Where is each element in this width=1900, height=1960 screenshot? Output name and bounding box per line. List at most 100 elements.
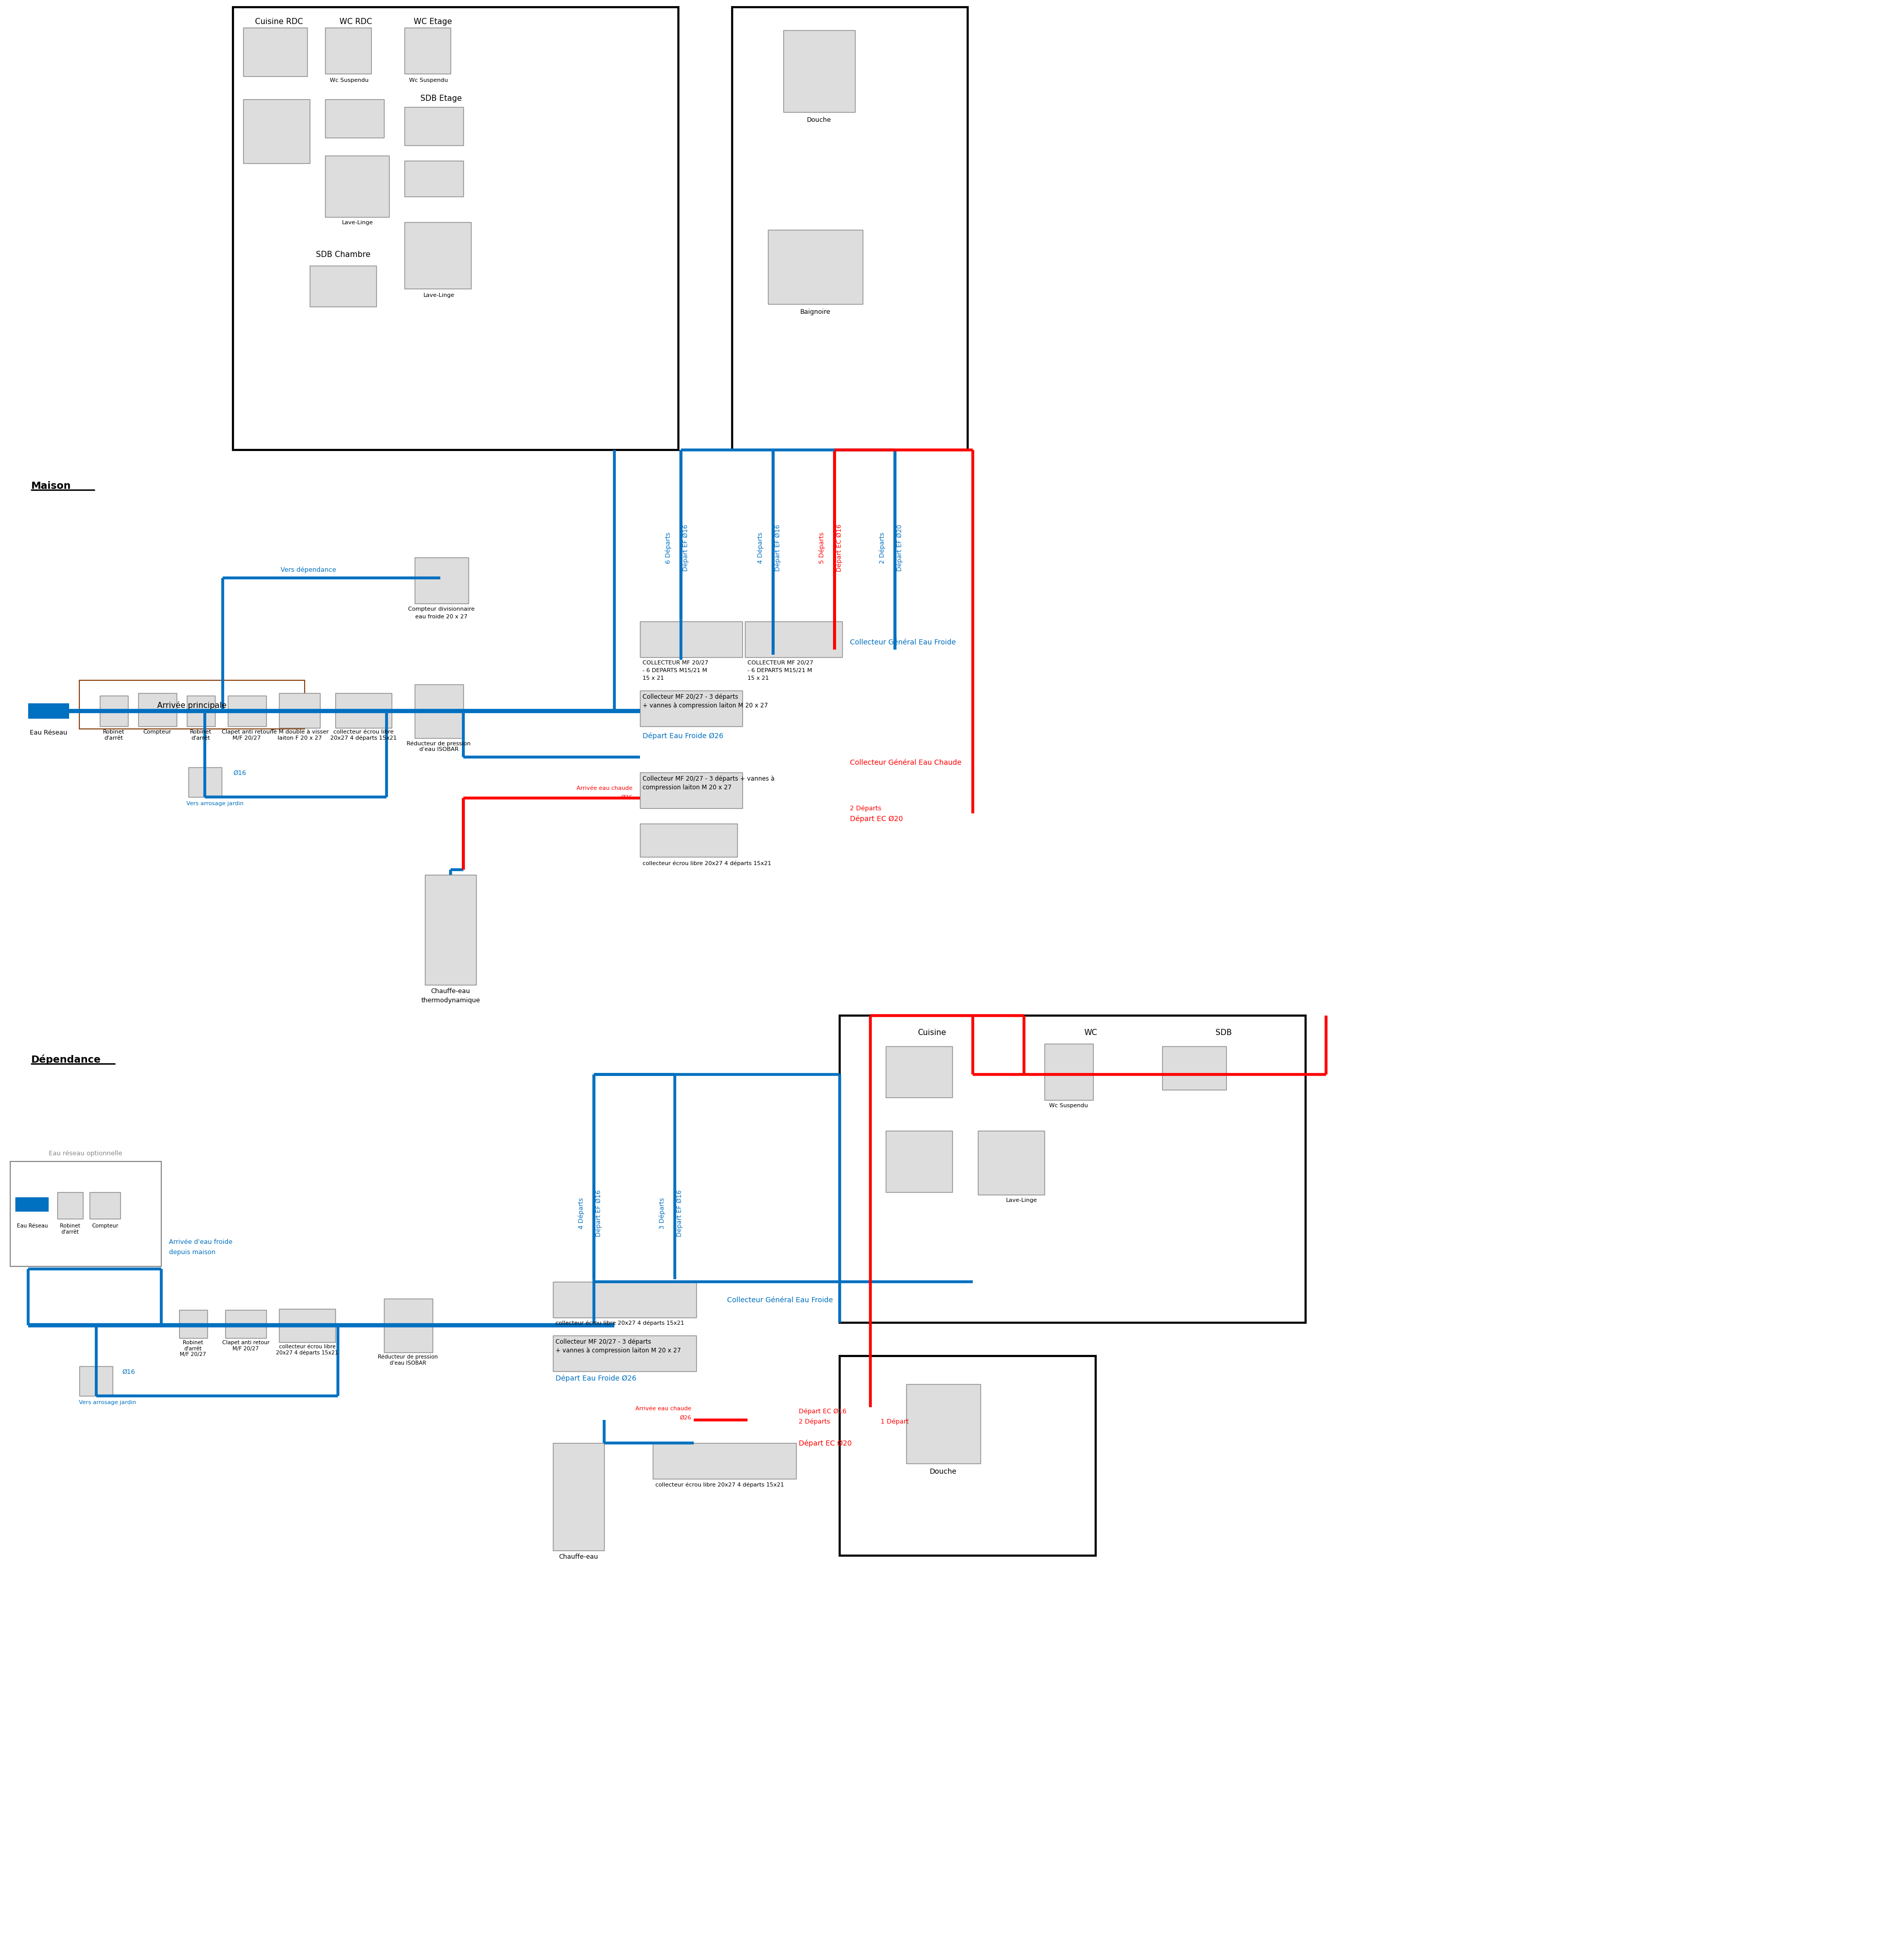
- Text: collecteur écrou libre
20x27 4 départs 15x21: collecteur écrou libre 20x27 4 départs 1…: [331, 729, 397, 741]
- Text: Ø26: Ø26: [621, 794, 633, 800]
- Bar: [745, 621, 842, 659]
- Text: collecteur écrou libre
20x27 4 départs 15x21: collecteur écrou libre 20x27 4 départs 1…: [276, 1345, 338, 1354]
- Bar: [28, 704, 68, 719]
- Text: collecteur écrou libre 20x27 4 départs 15x21: collecteur écrou libre 20x27 4 départs 1…: [555, 1321, 684, 1325]
- Text: Robinet
d'arrêt
M/F 20/27: Robinet d'arrêt M/F 20/27: [181, 1341, 205, 1356]
- Bar: [80, 1366, 112, 1396]
- Bar: [1163, 1047, 1226, 1090]
- Bar: [384, 1299, 433, 1352]
- Text: 4 Départs: 4 Départs: [756, 531, 764, 563]
- Bar: [310, 267, 376, 308]
- Bar: [405, 108, 464, 145]
- Bar: [405, 223, 471, 290]
- Bar: [186, 696, 215, 727]
- Bar: [139, 694, 177, 727]
- Text: Ø26: Ø26: [680, 1415, 692, 1421]
- Text: Maison: Maison: [30, 480, 70, 490]
- Text: Robinet
d'arrêt: Robinet d'arrêt: [190, 729, 211, 741]
- Text: Vers arrosage jardin: Vers arrosage jardin: [80, 1399, 137, 1405]
- Text: Départ EF Ø16: Départ EF Ø16: [775, 523, 781, 570]
- Bar: [325, 157, 389, 218]
- Text: Départ EC Ø20: Départ EC Ø20: [849, 815, 902, 823]
- Bar: [325, 100, 384, 137]
- Text: Douche: Douche: [808, 118, 830, 123]
- Text: Collecteur MF 20/27 - 3 départs: Collecteur MF 20/27 - 3 départs: [642, 694, 737, 700]
- Text: Compteur: Compteur: [142, 729, 171, 735]
- Text: 2 Départs: 2 Départs: [880, 531, 885, 563]
- Text: Wc Suspendu: Wc Suspendu: [1049, 1103, 1087, 1107]
- Text: Réducteur de pression
d'eau ISOBAR: Réducteur de pression d'eau ISOBAR: [407, 741, 471, 753]
- Bar: [414, 559, 467, 604]
- Text: Départ EF Ø16: Départ EF Ø16: [676, 1190, 682, 1237]
- Bar: [652, 1443, 796, 1480]
- Text: thermodynamique: thermodynamique: [422, 998, 481, 1004]
- Text: 4 Départs: 4 Départs: [578, 1198, 585, 1229]
- Text: - 6 DEPARTS M15/21 M: - 6 DEPARTS M15/21 M: [747, 668, 811, 672]
- Text: depuis maison: depuis maison: [169, 1249, 215, 1254]
- Text: Eau Réseau: Eau Réseau: [30, 729, 67, 735]
- Text: Eau réseau optionnelle: Eau réseau optionnelle: [49, 1151, 122, 1156]
- Text: Collecteur Général Eau Chaude: Collecteur Général Eau Chaude: [849, 759, 961, 766]
- Text: - 6 DEPARTS M15/21 M: - 6 DEPARTS M15/21 M: [642, 668, 707, 672]
- Text: Lave-Linge: Lave-Linge: [1005, 1198, 1037, 1203]
- Text: Collecteur MF 20/27 - 3 départs + vannes à: Collecteur MF 20/27 - 3 départs + vannes…: [642, 776, 775, 782]
- Bar: [80, 680, 304, 729]
- Bar: [640, 690, 743, 727]
- Text: 2 Départs: 2 Départs: [849, 806, 882, 811]
- Text: Clapet anti retour
M/F 20/27: Clapet anti retour M/F 20/27: [222, 1341, 270, 1350]
- Bar: [768, 229, 863, 304]
- Text: Ø16: Ø16: [122, 1368, 135, 1374]
- Text: Collecteur MF 20/27 - 3 départs: Collecteur MF 20/27 - 3 départs: [555, 1339, 652, 1345]
- Text: Compteur divisionnaire: Compteur divisionnaire: [409, 606, 475, 612]
- Text: Collecteur Général Eau Froide: Collecteur Général Eau Froide: [849, 639, 956, 647]
- Text: compression laiton M 20 x 27: compression laiton M 20 x 27: [642, 784, 732, 790]
- Text: Vers arrosage jardin: Vers arrosage jardin: [186, 802, 243, 806]
- Bar: [101, 696, 127, 727]
- Bar: [325, 27, 370, 74]
- Bar: [1045, 1045, 1092, 1100]
- Text: Wc Suspendu: Wc Suspendu: [409, 78, 448, 82]
- Bar: [885, 1047, 952, 1098]
- Text: eau froide 20 x 27: eau froide 20 x 27: [414, 613, 467, 619]
- Bar: [840, 1015, 1305, 1323]
- Text: Vers dépendance: Vers dépendance: [281, 566, 336, 572]
- Text: WC RDC: WC RDC: [340, 18, 372, 25]
- Bar: [57, 1192, 84, 1219]
- Text: Arrivée eau chaude: Arrivée eau chaude: [635, 1405, 692, 1411]
- Bar: [243, 100, 310, 165]
- Bar: [553, 1282, 695, 1317]
- Text: Robinet
d'arrêt: Robinet d'arrêt: [103, 729, 125, 741]
- Text: Arrivée eau chaude: Arrivée eau chaude: [576, 786, 633, 790]
- Text: Départ EF Ø16: Départ EF Ø16: [682, 523, 690, 570]
- Text: Cuisine: Cuisine: [918, 1029, 946, 1037]
- Bar: [640, 621, 743, 659]
- Bar: [179, 1309, 207, 1339]
- Text: Départ EC Ø16: Départ EC Ø16: [798, 1407, 846, 1415]
- Bar: [405, 27, 450, 74]
- Text: Départ EF Ø20: Départ EF Ø20: [897, 523, 902, 570]
- Text: 3 Départs: 3 Départs: [659, 1198, 665, 1229]
- Text: 5 Départs: 5 Départs: [819, 531, 825, 563]
- Text: Té M double à visser
laiton F 20 x 27: Té M double à visser laiton F 20 x 27: [270, 729, 329, 741]
- Text: SDB Etage: SDB Etage: [420, 94, 462, 102]
- Text: WC Etage: WC Etage: [414, 18, 452, 25]
- Bar: [243, 27, 308, 76]
- Text: Départ EF Ø16: Départ EF Ø16: [595, 1190, 602, 1237]
- Bar: [279, 694, 319, 729]
- Text: Réducteur de pression
d'eau ISOBAR: Réducteur de pression d'eau ISOBAR: [378, 1354, 437, 1366]
- Text: Ø16: Ø16: [234, 770, 245, 776]
- Text: SDB Chambre: SDB Chambre: [315, 251, 371, 259]
- Bar: [906, 1384, 980, 1464]
- Text: Dépendance: Dépendance: [30, 1054, 101, 1064]
- Bar: [15, 1198, 49, 1211]
- Text: Départ Eau Froide Ø26: Départ Eau Froide Ø26: [642, 731, 724, 739]
- Bar: [640, 772, 743, 809]
- Bar: [783, 31, 855, 112]
- Text: Chauffe-eau: Chauffe-eau: [431, 988, 469, 994]
- Bar: [89, 1192, 120, 1219]
- Text: 6 Départs: 6 Départs: [665, 531, 671, 563]
- Text: Arrivée principale: Arrivée principale: [158, 702, 226, 710]
- Text: 1 Départ: 1 Départ: [880, 1419, 908, 1425]
- Text: Robinet
d'arrêt: Robinet d'arrêt: [61, 1223, 80, 1235]
- Text: Collecteur Général Eau Froide: Collecteur Général Eau Froide: [728, 1296, 832, 1303]
